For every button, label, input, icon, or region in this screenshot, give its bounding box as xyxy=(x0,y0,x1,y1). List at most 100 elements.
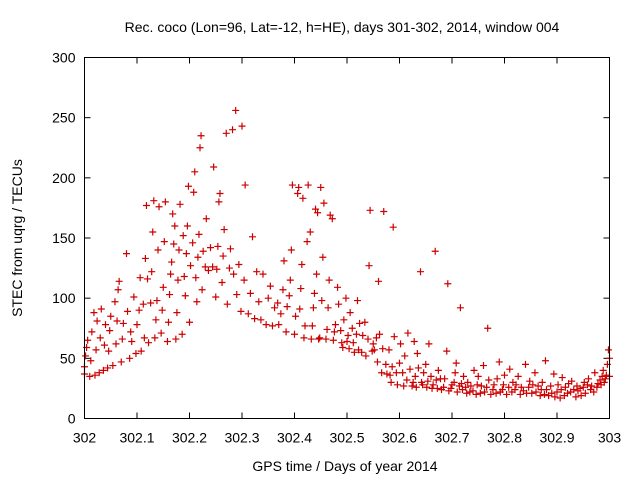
data-point xyxy=(548,389,556,397)
y-tick-label: 250 xyxy=(52,110,76,126)
data-point xyxy=(286,276,294,284)
data-point xyxy=(590,388,598,396)
data-point xyxy=(167,270,175,278)
data-point xyxy=(564,389,571,397)
data-point xyxy=(404,329,412,337)
data-point xyxy=(157,329,165,337)
data-point xyxy=(197,132,205,140)
data-point xyxy=(102,321,109,329)
data-point xyxy=(406,365,414,373)
data-point xyxy=(220,226,228,234)
data-point xyxy=(277,310,285,318)
data-point xyxy=(251,315,259,323)
data-point xyxy=(93,317,101,325)
x-tick-label: 302.3 xyxy=(224,430,259,446)
data-point xyxy=(401,352,409,360)
data-point xyxy=(338,339,346,347)
data-point xyxy=(82,352,90,360)
data-point xyxy=(484,324,492,332)
data-point xyxy=(140,334,148,342)
data-point xyxy=(226,245,234,253)
data-point xyxy=(262,321,270,329)
data-point xyxy=(128,337,136,345)
data-point xyxy=(142,202,150,210)
data-point xyxy=(348,324,356,332)
data-point xyxy=(151,334,159,342)
data-point xyxy=(593,383,601,391)
data-point xyxy=(96,334,104,342)
data-point xyxy=(529,381,537,389)
data-point xyxy=(493,375,501,383)
data-point xyxy=(287,246,295,254)
data-point xyxy=(387,378,395,386)
data-point xyxy=(298,260,306,268)
data-point xyxy=(240,276,248,284)
data-point xyxy=(225,264,233,272)
data-point xyxy=(463,389,471,397)
data-point xyxy=(492,389,500,397)
data-point xyxy=(506,365,514,373)
data-point xyxy=(175,246,183,254)
data-point xyxy=(192,274,200,282)
data-point xyxy=(216,189,224,197)
data-point xyxy=(412,383,420,391)
data-point xyxy=(400,382,408,390)
data-point xyxy=(414,364,422,372)
data-point xyxy=(393,381,401,389)
data-point xyxy=(378,369,386,377)
data-point xyxy=(191,168,199,176)
data-point xyxy=(581,389,589,397)
data-point xyxy=(550,370,558,378)
data-point xyxy=(370,346,378,354)
data-point xyxy=(588,382,596,390)
data-point xyxy=(95,369,103,377)
data-point xyxy=(330,328,338,336)
data-point xyxy=(354,297,361,305)
data-point xyxy=(219,252,227,260)
data-point xyxy=(147,299,155,307)
data-point xyxy=(275,321,283,329)
data-point xyxy=(489,386,497,394)
data-point xyxy=(425,340,433,348)
data-point xyxy=(204,266,212,274)
data-point xyxy=(389,223,397,231)
data-point xyxy=(362,352,370,360)
data-point xyxy=(230,270,238,278)
data-point xyxy=(553,388,561,396)
data-point xyxy=(195,230,203,238)
y-tick-label: 300 xyxy=(52,50,76,66)
data-point xyxy=(481,388,489,396)
data-point xyxy=(359,331,367,339)
data-point xyxy=(266,282,274,290)
y-tick-label: 0 xyxy=(68,411,76,427)
data-point xyxy=(431,247,439,255)
data-point xyxy=(456,304,464,312)
data-point xyxy=(408,382,416,390)
data-point xyxy=(199,247,207,255)
data-point xyxy=(315,335,323,343)
data-point xyxy=(417,268,424,276)
data-point xyxy=(117,358,125,366)
data-point xyxy=(87,357,95,365)
data-point xyxy=(511,386,519,394)
data-point xyxy=(422,360,430,368)
data-point xyxy=(304,181,312,189)
y-tick-label: 150 xyxy=(52,230,76,246)
data-point xyxy=(547,382,555,390)
x-tick-label: 302.8 xyxy=(487,430,522,446)
data-point xyxy=(503,390,511,398)
x-tick-label: 302.5 xyxy=(329,430,364,446)
data-point xyxy=(300,334,308,342)
data-points xyxy=(81,106,613,402)
data-point xyxy=(172,335,180,343)
data-point xyxy=(132,350,140,358)
data-point xyxy=(144,275,151,283)
data-point xyxy=(419,381,427,389)
data-point xyxy=(432,376,440,384)
data-point xyxy=(84,336,92,344)
chart-title: Rec. coco (Lon=96, Lat=-12, h=HE), days … xyxy=(125,19,560,35)
data-point xyxy=(170,240,178,248)
y-tick-label: 50 xyxy=(60,350,76,366)
data-point xyxy=(413,350,421,358)
data-point xyxy=(427,372,435,380)
